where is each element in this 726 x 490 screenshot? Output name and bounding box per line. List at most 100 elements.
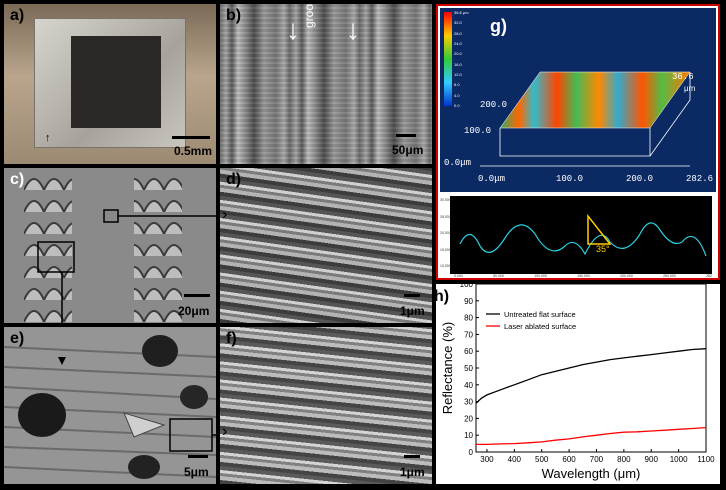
scale-bar [188,455,208,458]
series-line-1 [476,426,707,446]
panel-e-sem: e) 5μm [4,327,216,484]
surface-3d-svg [444,12,691,167]
panel-label: h) [436,288,450,305]
profile-y-tick: 15.000 [440,247,451,252]
y-tick-label: 60 [464,347,473,356]
arrow-head-icon: › [222,423,228,440]
x-tick-label: 700 [590,455,604,464]
panel-e-texture [4,327,216,484]
scale-label: 0.5mm [174,144,213,158]
z-unit-label: μm [684,84,696,93]
line-profile-view: 35° [450,196,712,274]
reflectance-chart: 0 10 20 30 40 50 60 70 80 90 100 300 400 500 600 700 800… [440,284,715,481]
colorbar-tick: 16.0 [454,61,462,67]
x-tick-label: 100.0 [556,174,584,184]
panel-f-sem: f) › 1μm [220,327,432,484]
y-tick-label: 90 [464,297,473,306]
y-tick-label: 70 [464,330,473,339]
colorbar-tick: 4.0 [454,92,460,98]
x-tick-label: 300 [480,455,494,464]
angle-triangle [587,213,612,245]
x-tick-label: 400 [508,455,522,464]
profile-x-tick: 150.000 [577,274,590,278]
panel-label: e) [10,330,25,347]
x-tick-label: 900 [645,455,659,464]
panel-b-sem: b) ↓ ↓ groove 50μm [220,4,432,164]
panel-c-texture [4,168,216,323]
ablated-square [71,36,161,128]
y-tick-label: 30 [464,398,473,407]
panel-a-photo: a) 0.5mm ↑ [4,4,216,164]
scale-bar [404,294,420,297]
panel-d-sem: d) › 1μm [220,168,432,323]
profile-y-tick: 25.000 [440,214,451,219]
x-tick-label: 200.0 [626,174,654,184]
x-tick-label: 0.0μm [478,174,506,184]
profile-y-tick: 30.000 [440,198,451,202]
x-tick-label: 282.6 [686,174,714,184]
surface-plot [499,71,691,129]
panel-c-sem: c) 20μm [4,168,216,323]
series-line-0 [475,348,707,404]
colorbar-tick: 32.0 [454,20,462,26]
panel-label: b) [226,7,242,24]
y-tick-label: 80 [464,314,473,323]
colorbar-tick-labels: 36.6 μm 32.0 28.0 24.0 20.0 16.0 12.0 8.… [454,10,484,108]
scale-label: 50μm [392,143,424,157]
panel-h-chart: h) 0 10 20 30 40 50 60 70 80 90 100 300 400 500 600 700… [436,284,720,484]
panel-g-profile: g) 36.6 μm 32.0 28.0 24.0 20.0 16.0 12.0… [436,4,720,280]
colorbar-tick: 12.0 [454,71,462,77]
profile-x-tick: 100.000 [534,274,547,278]
panel-label: a) [10,7,25,24]
profile-x-tick: 0.000 [454,274,463,278]
y-tick-label: 50 [464,364,473,373]
panel-label: g) [490,16,507,36]
legend-label: Laser ablated surface [504,322,576,331]
z-max-label: 36.6 [672,72,694,82]
angle-label: 35° [596,244,610,254]
scale-bar [184,294,210,297]
profile-y-tick: 20.000 [440,231,451,235]
groove-label: groove [302,4,316,28]
profile-x-tick: 200.000 [620,274,633,278]
profile-y-ticks: 30.000 25.000 20.000 15.000 10.000 [440,198,458,268]
groove-arrow-icon: ↓ [346,14,360,45]
x-tick-label: 1100 [697,455,715,464]
legend-label: Untreated flat surface [504,310,576,319]
arrow-head-icon: › [222,206,228,223]
panel-label: f) [226,330,237,347]
x-tick-label: 500 [535,455,549,464]
profile-x-tick: 282 [706,274,712,278]
scale-bar [396,134,416,137]
colorbar-tick: 0.0 [454,102,460,108]
scale-bar [172,136,210,139]
surface-3d-view: g) 36.6 μm 32.0 28.0 24.0 20.0 16.0 12.0… [440,8,716,192]
scale-label: 20μm [178,304,210,318]
profile-x-tick: 50.000 [493,274,504,278]
y-axis-label: Reflectance (%) [440,322,455,414]
groove-arrow-icon: ↓ [286,14,300,45]
profile-line [459,222,707,257]
colorbar-tick: 28.0 [454,30,462,36]
y-tick-label: 40 [464,381,473,390]
y-tick-label: 0 [469,448,474,457]
colorbar [444,12,452,106]
x-tick-label: 1000 [670,455,688,464]
panel-label: d) [226,171,242,188]
scale-label: 1μm [400,304,425,318]
zoom-box-e [37,241,75,273]
y-tick-label: 100 [460,284,474,289]
y-tick-label: 20 [464,414,473,423]
profile-x-ticks: 0.000 50.000 100.000 150.000 200.000 250… [454,274,712,278]
line-profile-svg [459,213,707,257]
y-tick-label: 200.0 [480,100,508,110]
marker-arrow-icon: ↑ [45,132,51,144]
colorbar-tick: 20.0 [454,51,462,57]
colorbar-tick: 24.0 [454,40,462,46]
scale-label: 5μm [184,465,209,479]
colorbar-tick: 8.0 [454,82,460,88]
x-tick-label: 800 [617,455,631,464]
x-axis-label: Wavelength (μm) [542,466,641,481]
panel-label: c) [10,171,25,188]
profile-y-tick: 10.000 [440,264,451,268]
